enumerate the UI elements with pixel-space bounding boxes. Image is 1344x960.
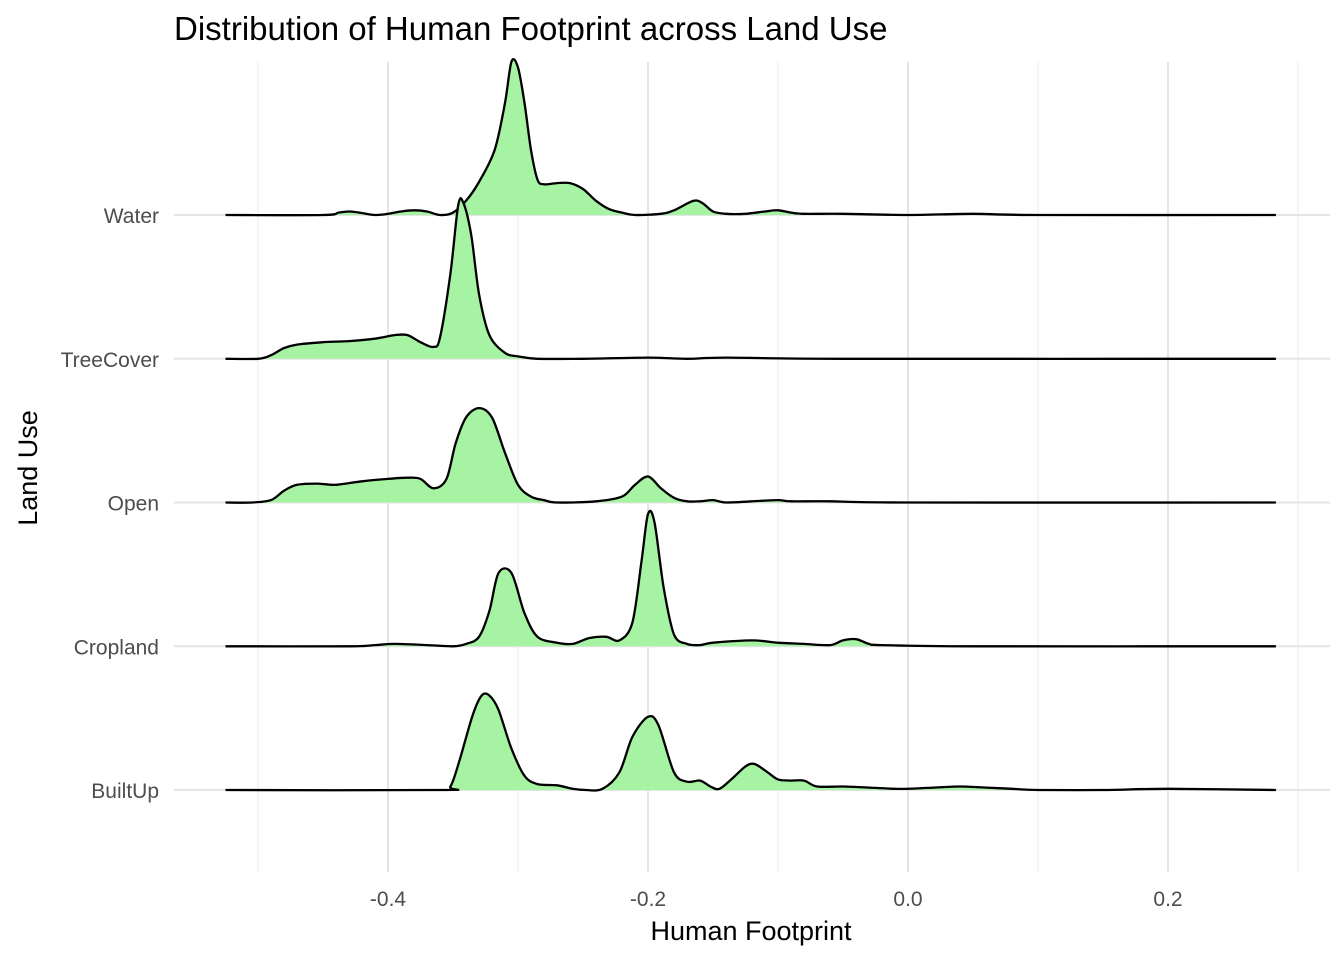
y-tick-label: BuiltUp bbox=[91, 780, 159, 803]
ridge-cropland bbox=[225, 509, 1276, 648]
chart-title: Distribution of Human Footprint across L… bbox=[174, 10, 888, 47]
y-axis-tick-labels: BuiltUp Cropland Open TreeCover Water bbox=[61, 205, 159, 803]
x-axis-tick-labels: -0.4 -0.2 0.0 0.2 bbox=[370, 888, 1183, 911]
x-tick-label: 0.2 bbox=[1153, 888, 1182, 911]
ridge-line-cropland bbox=[225, 509, 1276, 648]
ridge-line-open bbox=[225, 406, 1276, 504]
ridge-fill-builtup bbox=[225, 693, 1276, 791]
ridges bbox=[225, 58, 1276, 792]
ridge-builtup bbox=[225, 692, 1276, 792]
grid-lines bbox=[174, 62, 1330, 872]
ridge-treecover bbox=[225, 197, 1276, 361]
x-axis-title: Human Footprint bbox=[650, 916, 852, 946]
ridge-line-water bbox=[225, 58, 1276, 217]
y-tick-label: Water bbox=[104, 205, 159, 228]
ridge-water bbox=[225, 58, 1276, 217]
x-tick-label: 0.0 bbox=[893, 888, 922, 911]
y-tick-label: TreeCover bbox=[61, 349, 159, 372]
ridge-line-builtup bbox=[225, 692, 1276, 792]
ridge-fill-cropland bbox=[225, 510, 1276, 647]
y-tick-label: Open bbox=[108, 493, 159, 516]
x-tick-label: -0.2 bbox=[630, 888, 666, 911]
ridge-fill-treecover bbox=[225, 198, 1276, 360]
ridge-line-treecover bbox=[225, 197, 1276, 361]
ridge-fill-water bbox=[225, 59, 1276, 216]
x-tick-label: -0.4 bbox=[370, 888, 407, 911]
y-axis-title: Land Use bbox=[13, 410, 43, 526]
ridge-open bbox=[225, 406, 1276, 504]
y-tick-label: Cropland bbox=[74, 636, 159, 659]
ridge-fill-open bbox=[225, 408, 1276, 503]
